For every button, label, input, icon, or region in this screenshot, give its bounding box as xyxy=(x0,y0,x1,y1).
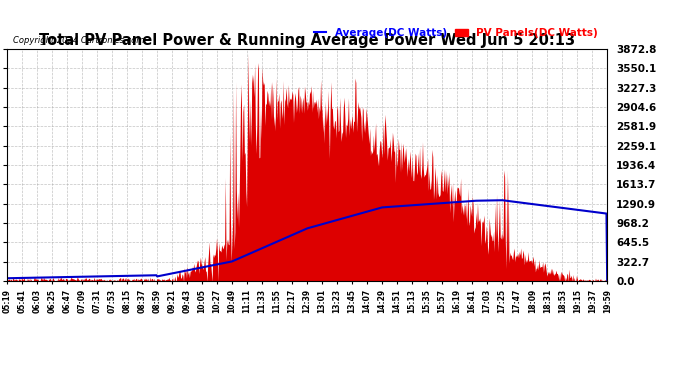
Text: Copyright 2024 Cartronics.com: Copyright 2024 Cartronics.com xyxy=(13,36,144,45)
Legend: Average(DC Watts), PV Panels(DC Watts): Average(DC Watts), PV Panels(DC Watts) xyxy=(310,24,602,42)
Title: Total PV Panel Power & Running Average Power Wed Jun 5 20:13: Total PV Panel Power & Running Average P… xyxy=(39,33,575,48)
